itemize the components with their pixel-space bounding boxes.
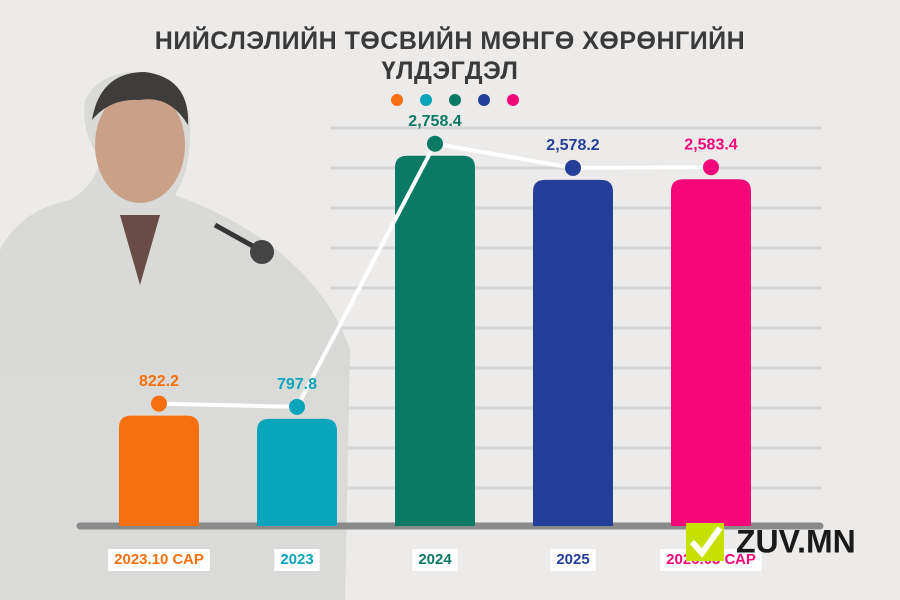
legend-dot	[449, 94, 461, 106]
data-label: 822.2	[139, 373, 179, 390]
x-tick-label: 2023	[280, 551, 313, 568]
x-tick-bg	[274, 549, 320, 571]
marker	[427, 135, 443, 152]
bar	[257, 418, 337, 526]
logo-check	[689, 526, 723, 558]
marker	[565, 159, 581, 176]
x-tick-label: 2024	[418, 551, 452, 568]
bar	[119, 415, 199, 526]
x-tick-label: 2023.10 САР	[114, 551, 204, 568]
marker	[703, 159, 719, 176]
marker	[289, 398, 305, 415]
bar	[533, 179, 613, 526]
legend-dot	[420, 94, 432, 106]
legend-dot	[507, 94, 519, 106]
marker	[151, 395, 167, 412]
legend-dot	[478, 94, 490, 106]
data-label: 2,578.2	[546, 137, 599, 154]
bar	[395, 155, 475, 527]
legend	[391, 94, 519, 106]
x-tick-bg	[550, 549, 596, 571]
data-label: 2,583.4	[684, 136, 737, 153]
watermark: ZUV.MN	[736, 523, 856, 559]
legend-dot	[391, 94, 403, 106]
bar	[671, 179, 751, 526]
x-tick-label: 2025	[556, 551, 589, 568]
x-tick-bg	[108, 549, 210, 571]
data-label: 2,758.4	[408, 113, 461, 130]
data-label: 797.8	[277, 376, 317, 393]
x-tick-bg	[412, 549, 458, 571]
chart-title: НИЙСЛЭЛИЙН ТӨСВИЙН МӨНГӨ ХӨРӨНГИЙН ҮЛДЭГ…	[154, 27, 746, 85]
